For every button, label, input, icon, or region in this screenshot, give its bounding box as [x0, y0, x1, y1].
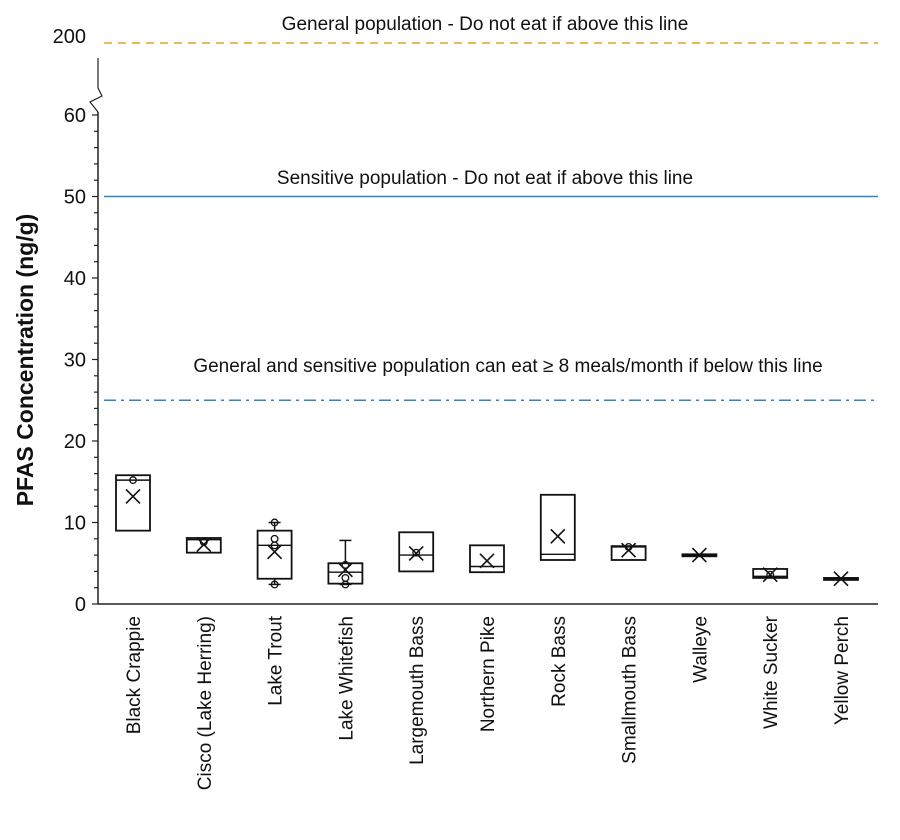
data-point [270, 580, 279, 589]
mean-marker [621, 542, 637, 558]
y-tick-label: 0 [75, 594, 86, 616]
mean-marker [762, 567, 778, 583]
box-iqr [398, 531, 435, 573]
mean-marker [408, 545, 424, 562]
x-tick-label: Black Crappie [124, 616, 145, 734]
x-tick-label: Northern Pike [478, 616, 499, 732]
mean-marker [691, 547, 707, 563]
data-point [129, 476, 137, 485]
data-point [270, 518, 279, 527]
mean-marker [337, 562, 353, 578]
mean-marker [550, 528, 566, 544]
data-point [270, 541, 279, 550]
y-axis-label: PFAS Concentration (ng/g) [12, 214, 38, 507]
reference-line-label: General population - Do not eat if above… [282, 14, 689, 35]
box-8 [681, 547, 718, 563]
data-point [341, 580, 350, 589]
y-tick-label-break: 200 [53, 26, 86, 48]
mean-marker [267, 544, 283, 560]
x-tick-label: Yellow Perch [832, 616, 853, 725]
x-tick-label: Walleye [690, 616, 711, 683]
y-tick-label: 50 [64, 187, 86, 209]
box-7 [610, 542, 647, 561]
x-tick-label: Lake Trout [266, 615, 287, 705]
box-iqr [115, 474, 151, 532]
x-tick-label: Largemouth Bass [407, 616, 428, 765]
box-3 [327, 539, 364, 589]
box-2 [256, 518, 293, 589]
data-point [341, 560, 350, 569]
mean-marker [196, 536, 212, 553]
y-tick-label: 30 [64, 350, 86, 372]
box-0 [115, 474, 151, 532]
box-9 [752, 567, 789, 583]
mean-marker [833, 571, 849, 587]
box-4 [398, 531, 435, 573]
x-tick-label: Cisco (Lake Herring) [195, 616, 216, 790]
box-iqr [256, 529, 293, 580]
mean-marker [125, 488, 141, 504]
box-5 [469, 544, 505, 574]
box-1 [185, 536, 222, 554]
y-tick-label: 40 [64, 268, 86, 290]
y-tick-label: 10 [64, 513, 86, 535]
x-tick-label: Lake Whitefish [336, 616, 357, 741]
axis-break-icon [89, 58, 103, 113]
y-tick-label: 60 [64, 105, 86, 127]
x-tick-label: Smallmouth Bass [620, 616, 641, 764]
box-6 [539, 493, 576, 561]
box-iqr [539, 493, 576, 561]
reference-line-label: Sensitive population - Do not eat if abo… [277, 168, 693, 189]
box-10 [823, 571, 859, 587]
mean-marker [479, 553, 495, 569]
x-tick-label: White Sucker [761, 615, 782, 729]
reference-line-label: General and sensitive population can eat… [193, 356, 822, 377]
box-iqr [610, 545, 647, 561]
y-tick-label: 20 [64, 431, 86, 453]
data-point [766, 570, 775, 579]
box-iqr [327, 562, 364, 585]
box-iqr [469, 544, 505, 574]
x-tick-label: Rock Bass [549, 616, 570, 707]
data-point [412, 548, 421, 557]
